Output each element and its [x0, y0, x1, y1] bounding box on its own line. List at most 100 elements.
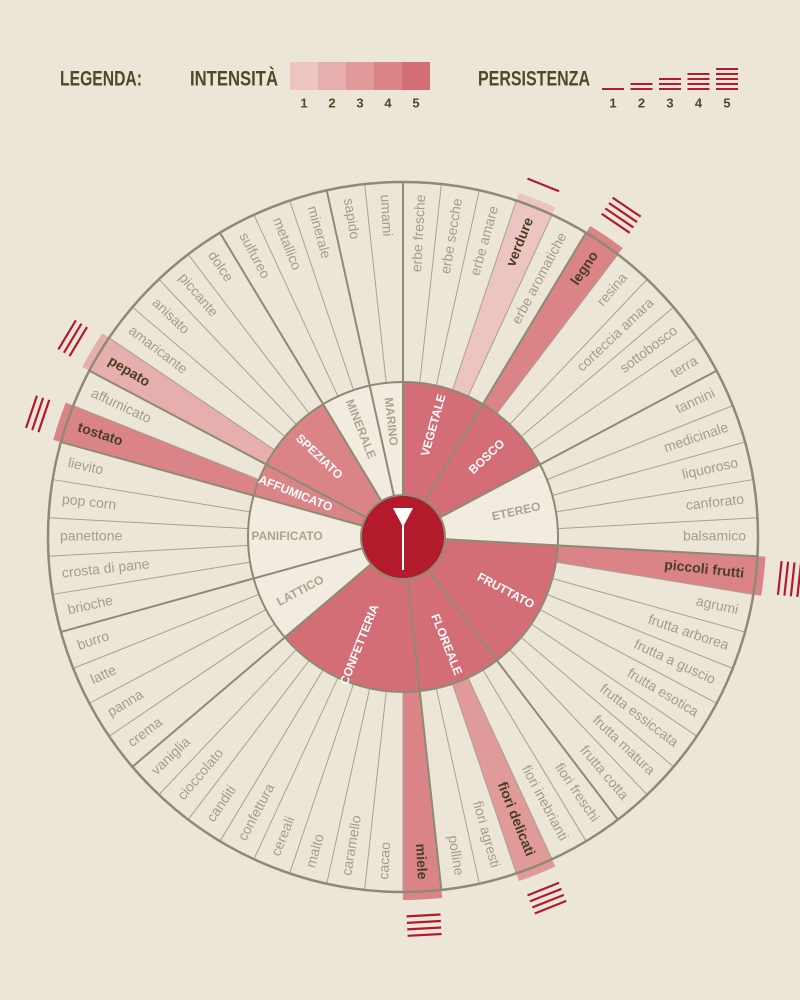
spoke: [89, 609, 267, 704]
spoke: [467, 677, 553, 860]
group-divider: [439, 369, 718, 519]
spoke: [289, 200, 354, 391]
spoke: [435, 190, 480, 386]
persistence-mark: [406, 919, 441, 924]
descriptor-highlight: [403, 691, 443, 901]
persistence-mark: [611, 196, 642, 218]
spoke: [555, 561, 754, 595]
spoke: [48, 517, 249, 530]
spoke: [539, 609, 717, 704]
persistence-mark: [68, 326, 88, 357]
descriptor-label: polline: [445, 834, 467, 877]
persistence-mark: [25, 395, 38, 429]
spoke: [187, 254, 310, 414]
spoke: [158, 278, 297, 425]
spoke: [482, 669, 587, 842]
persistence-mark: [62, 323, 83, 354]
spoke: [326, 688, 371, 884]
spoke: [531, 337, 698, 451]
persistence-level: 1: [609, 95, 616, 110]
spoke: [253, 214, 339, 397]
spoke: [552, 441, 746, 497]
descriptor-highlight: [555, 545, 766, 596]
group-divider: [60, 441, 363, 527]
spoke: [467, 214, 553, 397]
persistence-label: PERSISTENZA: [478, 68, 590, 91]
group-divider: [88, 369, 367, 519]
persistence-mark: [789, 562, 796, 597]
persistence-mark: [529, 887, 562, 903]
group-divider: [423, 232, 587, 502]
spoke: [496, 254, 619, 414]
spoke: [219, 669, 324, 842]
intensity-level: 1: [300, 95, 307, 110]
legend-title: LEGENDA:: [60, 68, 142, 91]
descriptor-label: erbe fresche: [408, 194, 428, 273]
persistence-mark: [406, 913, 441, 918]
spoke: [557, 517, 758, 530]
spoke: [132, 306, 286, 438]
spoke: [108, 337, 275, 451]
group-divider: [406, 578, 443, 891]
descriptor-highlight: [53, 402, 260, 496]
spoke: [73, 593, 260, 669]
intensity-level: 5: [412, 95, 419, 110]
spoke: [108, 623, 275, 737]
spoke: [52, 561, 251, 595]
glass-icon: [393, 508, 413, 527]
intensity-level: 4: [384, 95, 392, 110]
descriptor-label: canforato: [685, 491, 745, 513]
spoke: [520, 636, 674, 768]
persistence-mark: [534, 899, 567, 915]
inner-ring: [247, 381, 559, 693]
descriptor-highlight: [452, 677, 556, 881]
spoke: [364, 184, 387, 383]
persistence-mark: [783, 561, 790, 596]
group-divider: [427, 569, 619, 821]
descriptor-label: umami: [378, 194, 396, 237]
persistence-level: 2: [638, 95, 645, 110]
persistence-mark: [57, 319, 77, 351]
spoke: [364, 691, 387, 890]
spoke: [552, 577, 746, 633]
persistence-mark: [796, 563, 800, 598]
persistence-mark: [527, 177, 560, 193]
outer-ring: [46, 180, 760, 894]
group-divider: [60, 547, 363, 633]
persistence-mark: [601, 212, 631, 234]
intensity-swatch: [290, 62, 318, 90]
spoke: [187, 660, 310, 820]
intensity-swatch: [318, 62, 346, 90]
descriptor-highlight: [452, 193, 556, 397]
persistence-mark: [531, 893, 565, 909]
persistence-level: 5: [723, 95, 730, 110]
descriptor-label: miele: [413, 843, 431, 880]
spoke: [435, 688, 480, 884]
spoke: [520, 306, 674, 438]
intensity-level: 3: [356, 95, 363, 110]
spoke: [546, 593, 733, 669]
persistence-mark: [31, 397, 45, 431]
intensity-swatch: [402, 62, 430, 90]
spoke: [546, 405, 733, 481]
descriptor-label: sapido: [341, 197, 363, 241]
persistence-mark: [37, 399, 51, 433]
descriptor-label: lievito: [67, 454, 106, 477]
spoke: [419, 184, 442, 383]
descriptor-label: pop corn: [61, 491, 117, 513]
intensity-swatch: [374, 62, 402, 90]
group-divider: [219, 232, 383, 502]
group-divider: [444, 538, 758, 558]
persistence-mark: [527, 881, 560, 897]
descriptor-label: cacao: [375, 841, 393, 879]
persistence-mark: [407, 926, 442, 931]
intensity-label: INTENSITÀ: [190, 68, 278, 91]
spoke: [452, 200, 517, 391]
intensity-swatch: [346, 62, 374, 90]
spoke: [555, 479, 754, 513]
spoke: [73, 405, 260, 481]
descriptor-highlight: [482, 225, 623, 414]
spoke: [48, 544, 249, 557]
persistence-mark: [608, 202, 638, 223]
